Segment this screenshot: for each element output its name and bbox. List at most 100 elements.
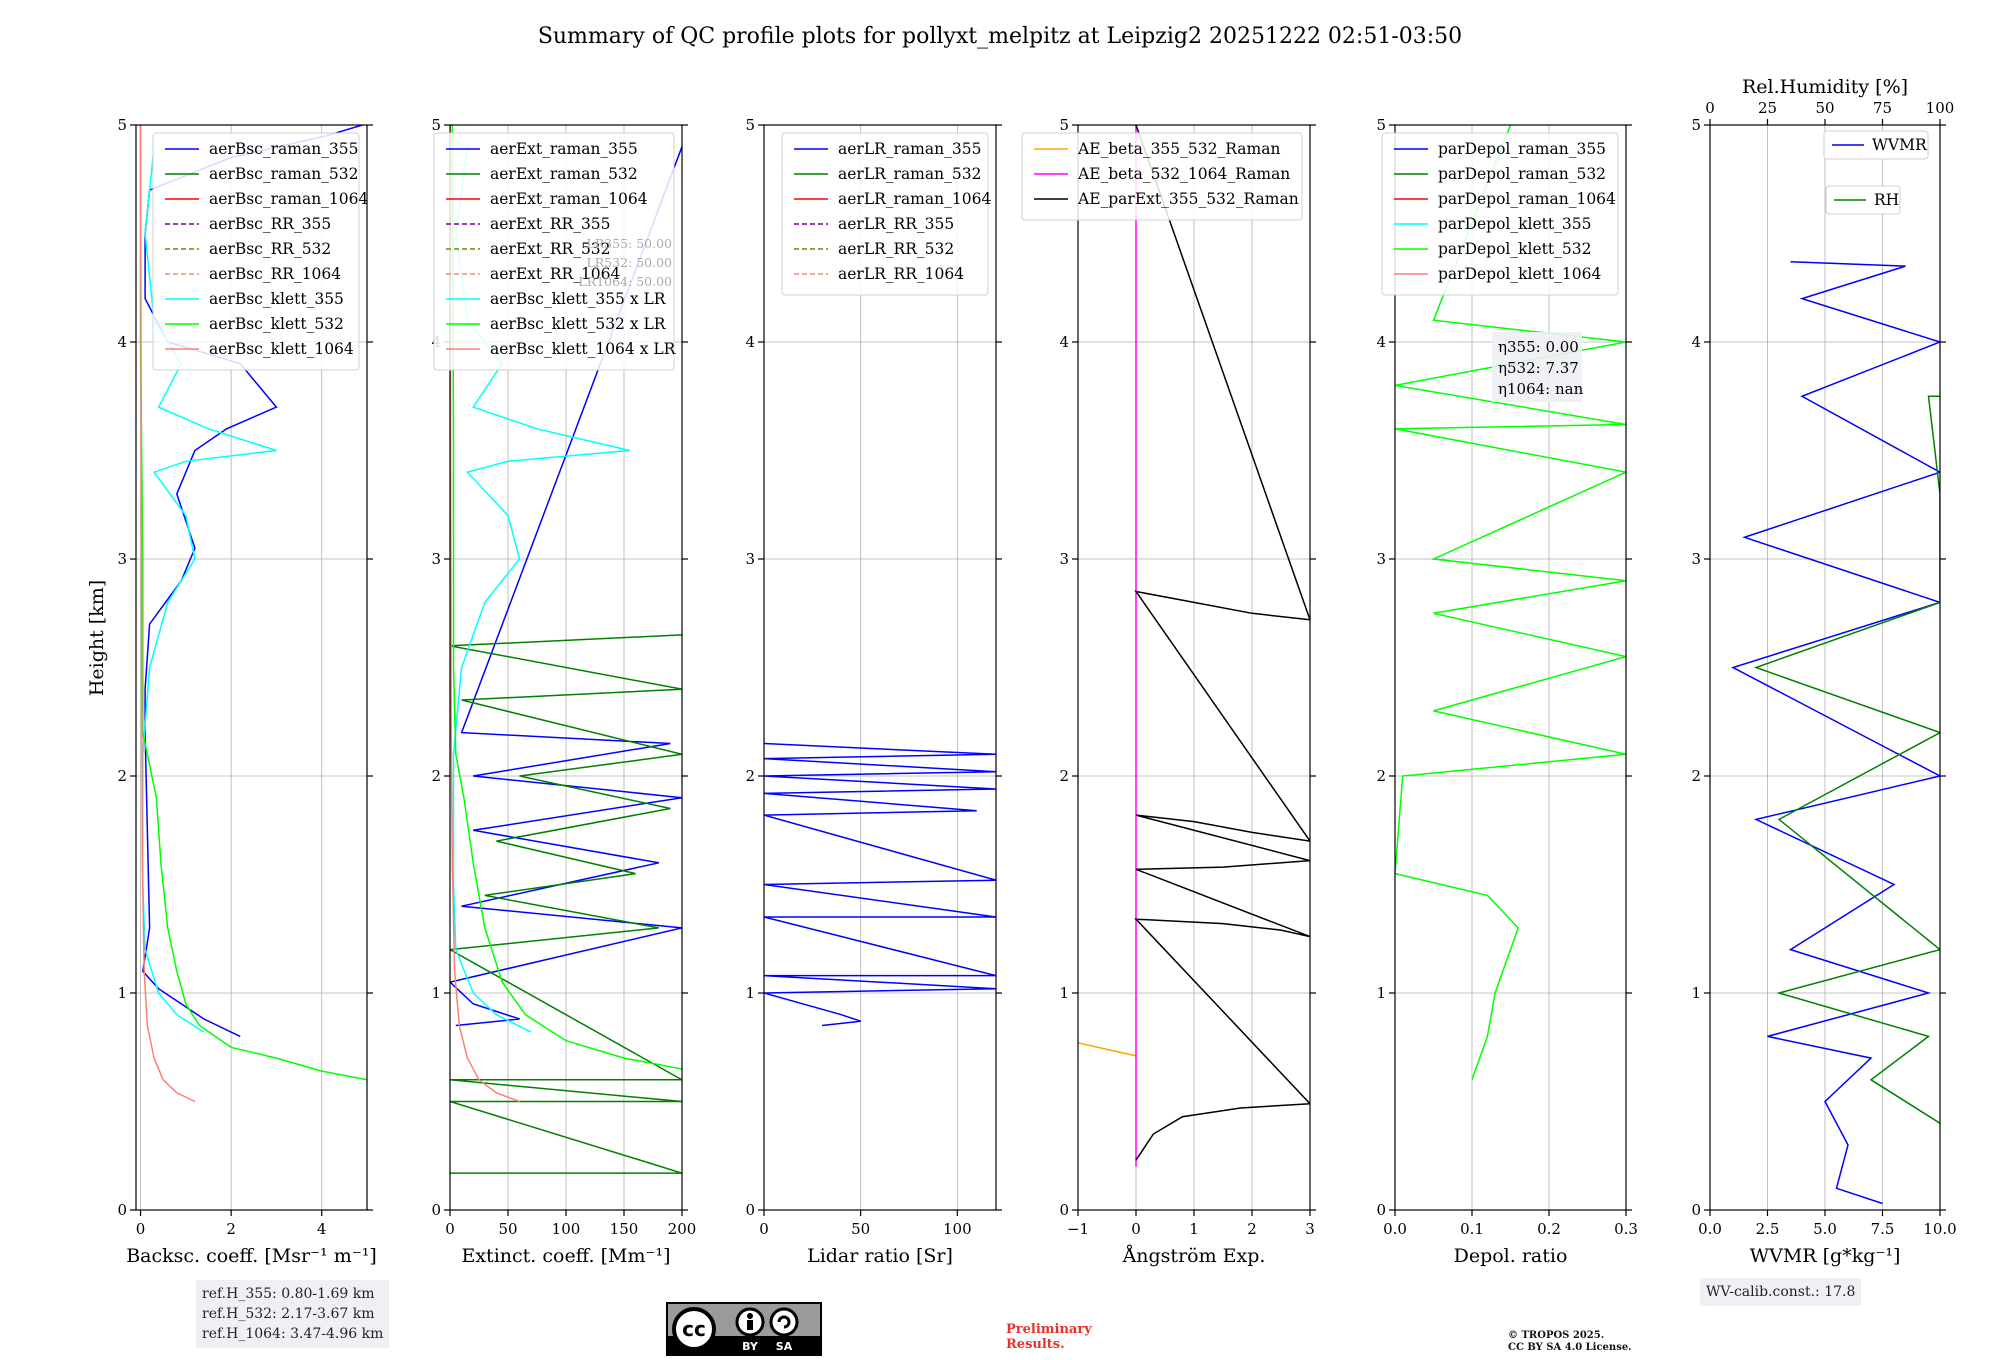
x-tick-label: 100	[943, 1220, 972, 1238]
legend-label: aerLR_raman_532	[838, 165, 981, 183]
eta-annotation-box	[1492, 332, 1582, 402]
y-tick-label: 2	[1691, 767, 1701, 785]
legend-label: aerBsc_klett_532 x LR	[490, 315, 667, 333]
legend: aerBsc_raman_355 aerBsc_raman_532 aerBsc_r…	[152, 132, 369, 371]
x-tick-label: 0	[136, 1220, 146, 1238]
series-line-WVMR	[1731, 260, 1940, 1205]
wv-calib-constant: WV-calib.const.: 17.8	[1706, 1284, 1856, 1300]
y-tick-label: 0	[431, 1201, 441, 1219]
legend-label: aerBsc_raman_1064	[209, 190, 369, 208]
series-line-aerBsc_klett_1064 x LR	[450, 125, 520, 1103]
y-tick-label: 4	[1691, 333, 1701, 351]
eta-annotation-text: η355: 0.00	[1498, 338, 1579, 356]
x-tick-label: 0	[759, 1220, 769, 1238]
x-tick-label: 200	[668, 1220, 697, 1238]
legend-label: parDepol_klett_532	[1438, 240, 1591, 258]
legend-label: aerBsc_RR_532	[209, 240, 331, 258]
legend-label: aerLR_RR_1064	[838, 265, 964, 283]
legend-label: aerLR_raman_355	[838, 140, 981, 158]
wv-calibration-box: WV-calib.const.: 17.8	[1700, 1278, 1862, 1306]
series-line-AE_parExt_355_532_Raman	[1134, 125, 1310, 1161]
cc-text: cc	[682, 1317, 706, 1341]
y-tick-label: 2	[745, 767, 755, 785]
preliminary-results-note: Preliminary Results.	[1006, 1322, 1092, 1352]
x-tick-label: 150	[610, 1220, 639, 1238]
legend-label: AE_parExt_355_532_Raman	[1077, 190, 1299, 208]
eta-annotation-text: η532: 7.37	[1498, 359, 1579, 377]
by-label: BY	[742, 1340, 759, 1353]
y-tick-label: 1	[117, 984, 127, 1002]
legend: parDepol_raman_355 parDepol_raman_532 parD…	[1381, 132, 1619, 296]
y-tick-label: 5	[1376, 116, 1386, 134]
y-tick-label: 3	[745, 550, 755, 568]
y-tick-label: 0	[1691, 1201, 1701, 1219]
legend-box	[781, 132, 989, 296]
legend-label: aerLR_RR_355	[838, 215, 954, 233]
y-tick-label: 5	[1059, 116, 1069, 134]
share-alike-icon	[769, 1307, 799, 1337]
legend-label: aerBsc_raman_355	[209, 140, 359, 158]
legend-label: aerExt_raman_355	[490, 140, 638, 158]
panel-6: 0 1 2 3 4 5 0.0 2.5 5.0 7.5 10.0 WVMR [g*kg⁻¹] 0 25 50…	[1691, 76, 1956, 1267]
series-line-RH	[1753, 395, 1940, 1124]
x-tick-label: 0.3	[1614, 1220, 1638, 1238]
legend-label: aerExt_raman_532	[490, 165, 638, 183]
legend-label: aerExt_RR_1064	[490, 265, 621, 283]
x2-tick-label: 75	[1873, 99, 1892, 117]
y-tick-label: 4	[1376, 333, 1386, 351]
panel-1: 0 1 2 3 4 5 0 2 4 Backsc. coeff. [Msr⁻¹ m⁻¹] aerBs…	[117, 116, 376, 1267]
legend-label: aerExt_RR_532	[490, 240, 611, 258]
y-tick-label: 4	[745, 333, 755, 351]
x-tick-label: −1	[1067, 1220, 1089, 1238]
legend-label: aerLR_RR_532	[838, 240, 954, 258]
legend-label: WVMR	[1872, 136, 1928, 154]
y-tick-label: 3	[1059, 550, 1069, 568]
figure-title: Summary of QC profile plots for pollyxt_…	[538, 24, 1462, 49]
y-tick-label: 3	[117, 550, 127, 568]
legend-label: aerBsc_RR_355	[209, 215, 331, 233]
x-tick-label: 2	[1247, 1220, 1257, 1238]
preliminary-line-1: Preliminary	[1006, 1322, 1092, 1337]
series-line-aerBsc_klett_532	[139, 125, 367, 1081]
x-tick-label: 4	[317, 1220, 327, 1238]
x-tick-label: 100	[552, 1220, 581, 1238]
legend: WVMR RH	[1823, 130, 1929, 215]
legend-box	[433, 132, 675, 371]
legend-label: parDepol_klett_355	[1438, 215, 1591, 233]
preliminary-line-2: Results.	[1006, 1337, 1065, 1352]
copyright-note: © TROPOS 2025. CC BY SA 4.0 License.	[1508, 1330, 1632, 1354]
panel-2: 012345050100150200Extinct. coeff. [Mm⁻¹]…	[431, 116, 696, 1267]
legend: aerExt_raman_355 aerExt_raman_532 aerExt_r…	[433, 132, 677, 371]
axes-frame	[763, 124, 997, 1211]
annotation: LR355: 50.00 LR532: 50.00 LR1064: 50.00	[579, 236, 673, 289]
x-axis-label: Extinct. coeff. [Mm⁻¹]	[461, 1245, 670, 1267]
x-tick-label: 0.1	[1460, 1220, 1484, 1238]
y-tick-label: 3	[431, 550, 441, 568]
legend-label: aerExt_raman_1064	[490, 190, 648, 208]
series-line-aerExt_raman_355	[450, 146, 682, 1027]
lr-annotation-text: LR1064: 50.00	[579, 274, 673, 289]
legend-label: AE_beta_532_1064_Raman	[1077, 165, 1290, 183]
reference-height-box: ref.H_355: 0.80-1.69 km ref.H_532: 2.17-…	[196, 1280, 390, 1348]
x-tick-label: 2.5	[1756, 1220, 1780, 1238]
y-tick-label: 0	[1059, 1201, 1069, 1219]
axes-frame	[1394, 124, 1627, 1211]
y-tick-label: 0	[117, 1201, 127, 1219]
copyright-line-2: CC BY SA 4.0 License.	[1508, 1342, 1632, 1353]
legend: aerLR_raman_355 aerLR_raman_532 aerLR_rama…	[781, 132, 991, 296]
legend-label: parDepol_klett_1064	[1438, 265, 1601, 283]
series-group	[1078, 125, 1310, 1167]
y-tick-label: 1	[1376, 984, 1386, 1002]
legend-label: aerBsc_klett_1064 x LR	[490, 340, 677, 358]
x-axis-label: Ångström Exp.	[1122, 1245, 1266, 1267]
x2-tick-label: 25	[1758, 99, 1777, 117]
y-tick-label: 3	[1376, 550, 1386, 568]
y-tick-label: 1	[1059, 984, 1069, 1002]
series-line-aerExt_raman_532	[450, 634, 682, 1174]
series-group	[764, 742, 996, 1027]
y-tick-label: 2	[431, 767, 441, 785]
y-axis-label: Height [km]	[86, 580, 108, 696]
